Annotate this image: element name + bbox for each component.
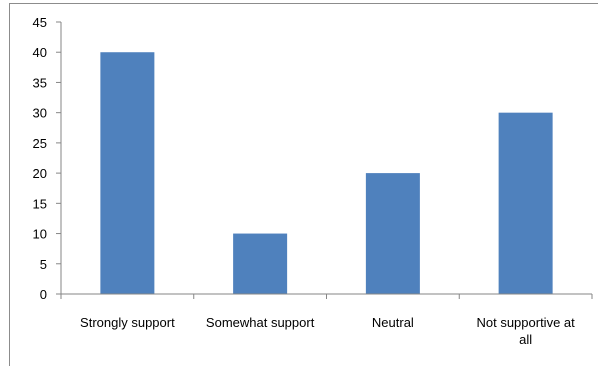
bar — [100, 52, 155, 294]
y-axis-ticks: 0 5 10 15 20 25 30 35 40 45 — [33, 15, 61, 302]
bars-group — [100, 52, 553, 295]
y-tick-label: 40 — [33, 45, 47, 60]
x-tick-label: Strongly support — [80, 315, 175, 330]
x-tick-label: Somewhat support — [206, 315, 315, 330]
y-tick-label: 0 — [40, 287, 47, 302]
y-tick-label: 35 — [33, 75, 47, 90]
y-tick-label: 5 — [40, 257, 47, 272]
x-tick-label: Neutral — [372, 315, 414, 330]
y-tick-label: 20 — [33, 166, 47, 181]
y-tick-label: 25 — [33, 136, 47, 151]
bar — [233, 233, 288, 294]
y-tick-label: 15 — [33, 196, 47, 211]
y-tick-label: 30 — [33, 106, 47, 121]
y-tick-label: 10 — [33, 227, 47, 242]
y-tick-label: 45 — [33, 15, 47, 30]
x-tick-label: Not supportive at all — [476, 315, 575, 347]
x-axis-ticks: Strongly support Somewhat support Neutral N… — [60, 294, 593, 347]
bar — [498, 112, 553, 295]
bar — [365, 173, 420, 294]
